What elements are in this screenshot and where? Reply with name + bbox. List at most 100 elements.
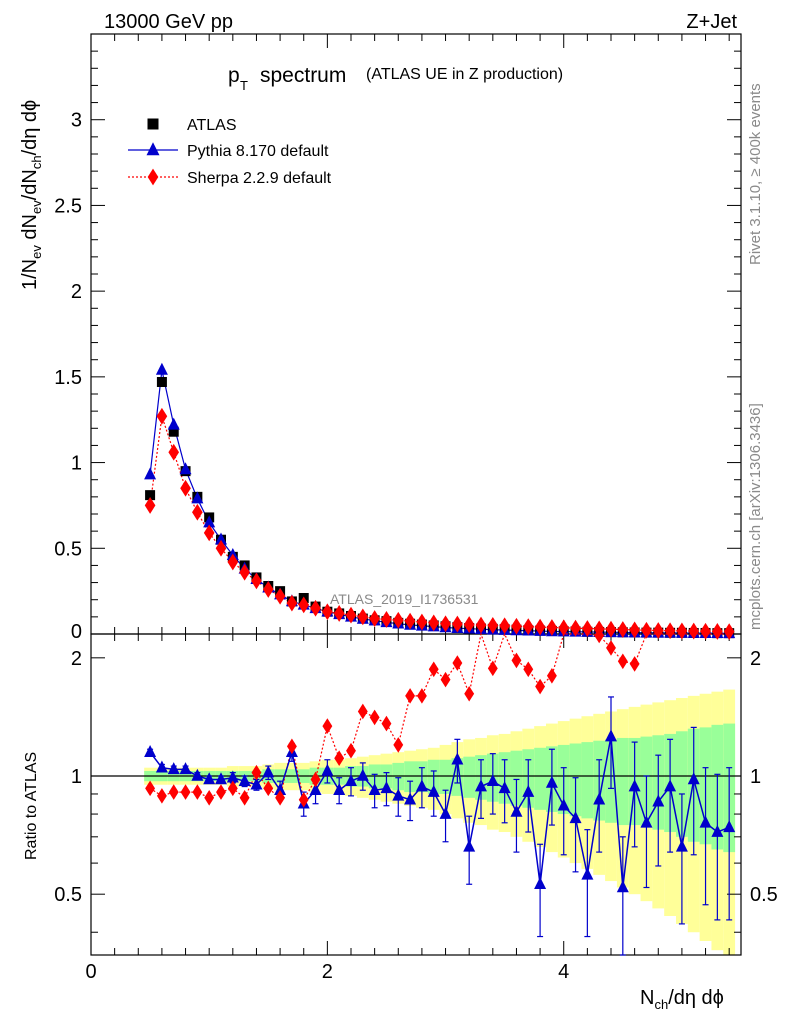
ratio-y-tick-label: 1 [71, 766, 82, 788]
sherpa-ratio-point [168, 784, 179, 800]
pythia-ratio-point [345, 774, 357, 787]
plot-title-subscript: T [240, 78, 248, 93]
sherpa-ratio-point [346, 742, 356, 759]
pythia-ratio-point [262, 765, 275, 778]
pythia-ratio-point [238, 774, 251, 787]
sherpa-ratio-point [298, 791, 309, 808]
sherpa-point [203, 524, 215, 542]
sherpa-ratio-point [629, 656, 640, 672]
y-tick-label: 1.5 [54, 367, 82, 389]
pythia-point [155, 362, 168, 375]
pythia-ratio-point [723, 820, 736, 833]
atlas-point [145, 490, 156, 501]
sherpa-point [357, 608, 369, 626]
pythia-ratio-point [593, 792, 606, 805]
sherpa-point [298, 596, 310, 614]
sherpa-point [215, 539, 227, 557]
legend-marker-atlas [147, 118, 159, 130]
pythia-ratio-point [534, 877, 547, 890]
sherpa-ratio-point [357, 703, 368, 720]
band-inner-bin [510, 750, 523, 806]
y-tick-label: 0.5 [54, 538, 82, 560]
pythia-ratio-point [274, 783, 287, 796]
ratio-y-tick-label-right: 2 [750, 648, 761, 670]
x-tick-label: 0 [85, 961, 96, 983]
sherpa-ratio-point [322, 718, 333, 734]
ratio-axes-frame [90, 633, 742, 956]
plot-title: p T spectrum (ATLAS UE in Z production) [228, 64, 563, 93]
main-series-group [144, 362, 736, 640]
legend-marker-sherpa [147, 168, 159, 186]
pythia-point [191, 491, 204, 504]
sherpa-point [629, 621, 640, 639]
atlas-point [156, 377, 167, 387]
ratio-y-tick-label-right: 0.5 [750, 884, 778, 906]
analysis-id-label: ATLAS_2019_I1736531 [330, 591, 479, 607]
legend-marker-pythia [146, 142, 160, 156]
ratio-series-group [144, 627, 736, 956]
sherpa-ratio-point [310, 771, 321, 788]
sherpa-point [534, 618, 546, 636]
sherpa-point [322, 603, 333, 621]
atlas-point [168, 426, 179, 437]
sherpa-ratio-point [192, 784, 203, 800]
sherpa-point [570, 619, 581, 637]
pythia-ratio-point [486, 774, 499, 787]
sherpa-point [168, 443, 180, 461]
pythia-ratio-point [191, 768, 204, 781]
pythia-ratio-point [557, 798, 570, 811]
ratio-y-tick-label: 2 [71, 648, 82, 670]
pythia-point [167, 417, 180, 430]
band-inner-bin [676, 731, 688, 837]
x-tick-label: 4 [558, 961, 569, 983]
sherpa-point [333, 605, 345, 622]
process-label: Z+Jet [686, 11, 737, 33]
pythia-ratio-point [404, 792, 417, 805]
pythia-ratio-point [179, 762, 192, 775]
pythia-ratio-point [605, 729, 617, 742]
pythia-ratio-point [664, 779, 677, 792]
band-inner-bin [616, 737, 629, 826]
pythia-ratio-point [250, 777, 263, 790]
sherpa-point [641, 621, 652, 639]
pythia-ratio-point [321, 763, 334, 776]
sherpa-point [487, 617, 499, 634]
sherpa-ratio-point [594, 627, 605, 644]
pythia-point [215, 532, 227, 545]
sherpa-ratio-point [405, 688, 416, 704]
pythia-ratio-point [392, 788, 405, 801]
pythia-ratio-point [203, 772, 216, 785]
sherpa-point [369, 610, 380, 627]
x-tick-label: 2 [322, 961, 333, 983]
sherpa-point [310, 599, 321, 617]
sherpa-ratio-point [416, 688, 427, 704]
pythia-ratio-point [522, 784, 535, 797]
band-inner-bin [439, 759, 452, 794]
pythia-ratio-point [475, 779, 487, 792]
sherpa-point [227, 553, 239, 571]
pythia-ratio-point [628, 779, 641, 792]
pythia-ratio-point [699, 815, 712, 828]
band-inner-bin [463, 756, 476, 798]
rivet-label: Rivet 3.1.10, ≥ 400k events [747, 83, 764, 265]
sherpa-ratio-point [440, 671, 451, 688]
sherpa-ratio-point [546, 667, 557, 684]
band-inner-bin [404, 761, 416, 793]
y-tick-label: 0 [71, 621, 82, 643]
sherpa-point [676, 622, 688, 640]
legend-label: Sherpa 2.2.9 default [187, 170, 332, 187]
pythia-ratio-point [687, 772, 700, 785]
sherpa-point [546, 619, 558, 636]
sherpa-ratio-point [487, 660, 498, 677]
pythia-ratio-point [144, 744, 157, 757]
sherpa-point [605, 620, 617, 638]
sherpa-ratio-point [180, 784, 191, 800]
sherpa-point [404, 612, 416, 630]
pythia-ratio-point [415, 779, 428, 792]
legend-label: ATLAS [187, 117, 237, 134]
sherpa-point [440, 615, 451, 633]
pythia-ratio-point [215, 772, 227, 785]
sherpa-point [452, 615, 463, 633]
energy-label: 13000 GeV pp [104, 11, 233, 33]
sherpa-point [251, 572, 262, 590]
